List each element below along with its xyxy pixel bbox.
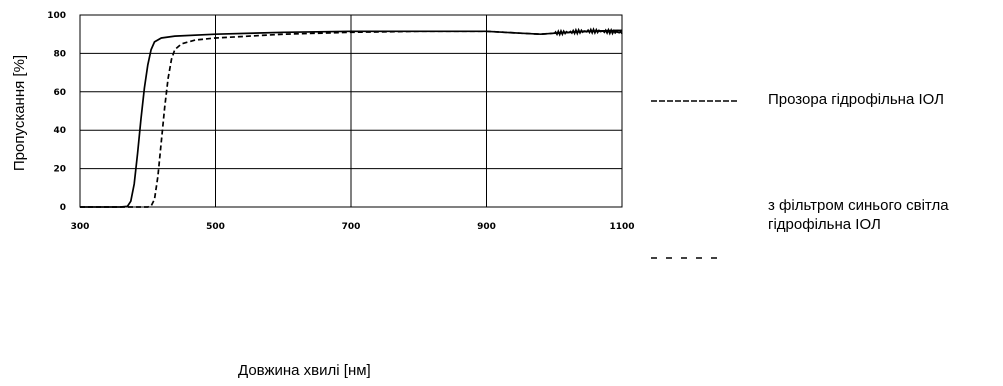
series-noise-line	[553, 27, 623, 37]
x-tick-label: 500	[206, 222, 225, 232]
y-tick-label: 100	[47, 11, 66, 21]
y-tick-label: 60	[53, 88, 66, 98]
series-lines	[80, 27, 623, 208]
x-axis-label: Довжина хвилі [нм]	[238, 362, 371, 379]
y-tick-label: 0	[60, 203, 66, 213]
x-tick-label: 1100	[609, 222, 634, 232]
y-tick-label: 80	[53, 49, 66, 59]
x-tick-label: 700	[342, 222, 361, 232]
series-noise	[553, 27, 623, 37]
x-tick-labels: 300 500 700 900 1100	[71, 222, 635, 232]
y-tick-labels: 0 20 40 60 80 100	[47, 11, 66, 213]
legend-label-blue-filter-iol: з фільтром синього світла гідрофільна ІО…	[768, 197, 949, 233]
gridlines	[80, 15, 622, 207]
y-tick-label: 40	[53, 126, 66, 136]
y-axis-label: Пропускання [%]	[11, 55, 28, 171]
x-tick-label: 300	[71, 222, 90, 232]
x-tick-label: 900	[477, 222, 496, 232]
legend-label-clear-iol: Прозора гідрофільна ІОЛ	[768, 91, 944, 108]
series-line-1	[80, 29, 623, 208]
y-tick-label: 20	[53, 165, 66, 175]
legend-swatches	[651, 100, 737, 259]
